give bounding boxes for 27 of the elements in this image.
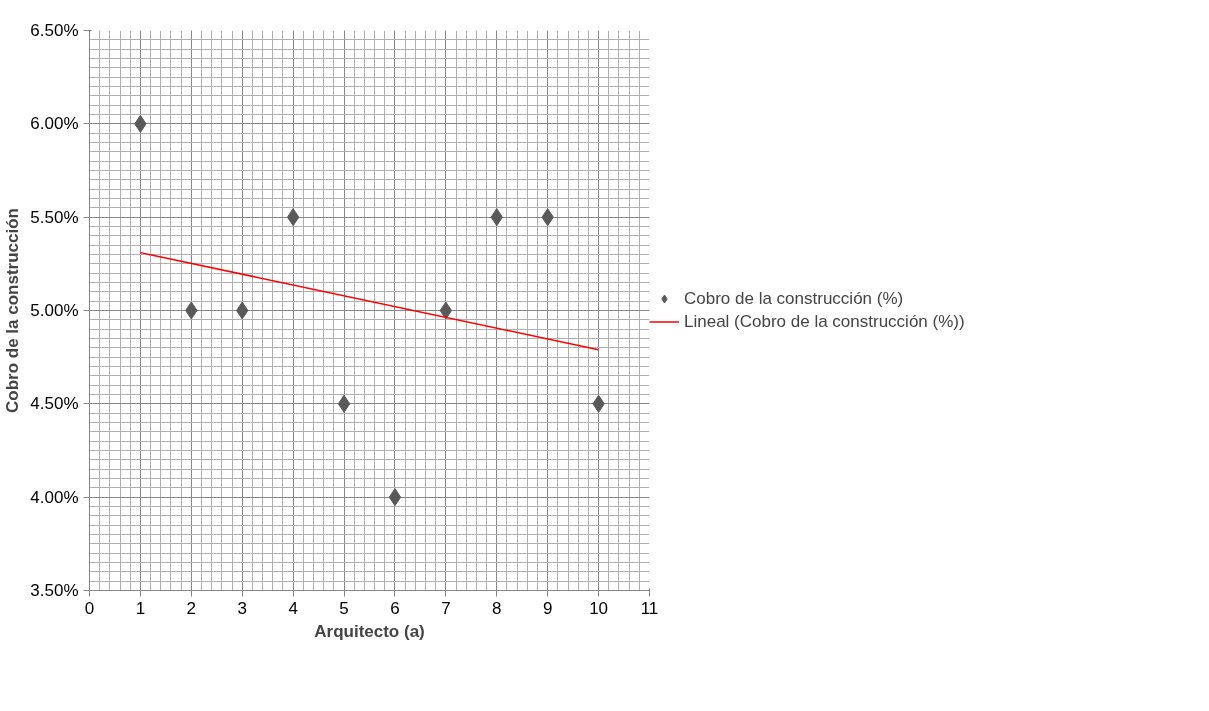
y-tick-label: 4.50%: [30, 394, 79, 414]
point: [439, 301, 453, 320]
x-tick-label: 4: [288, 598, 298, 618]
point: [388, 488, 402, 507]
x-tick-label: 6: [390, 598, 400, 618]
x-tick-label: 3: [237, 598, 247, 618]
y-tick-label: 3.50%: [30, 581, 79, 600]
point: [286, 208, 300, 227]
y-tick-label: 4.00%: [30, 487, 79, 507]
x-axis-title: Arquitecto (a): [314, 621, 425, 641]
x-tick-label: 8: [492, 598, 502, 618]
y-tick-label: 5.50%: [30, 207, 79, 227]
point: [337, 394, 351, 413]
x-tick-label: 5: [339, 598, 349, 618]
legend-label: Cobro de la construcción (%): [684, 288, 904, 309]
x-tick-label: 2: [186, 598, 197, 618]
x-tick-label: 9: [542, 598, 553, 618]
y-tick-label: 5.00%: [30, 301, 79, 320]
x-tick-label: 0: [84, 598, 95, 618]
x-tick-label: 7: [441, 598, 451, 618]
y-tick-label: 6.00%: [30, 114, 79, 134]
y-tick-label: 6.50%: [30, 21, 79, 40]
legend-label: Lineal (Cobro de la construcción (%)): [684, 311, 965, 332]
x-tick-label: 10: [589, 598, 609, 618]
x-tick-label: 1: [135, 598, 146, 618]
x-tick-label: 11: [640, 598, 659, 618]
y-axis-title: Cobro de la construcción: [3, 208, 23, 413]
